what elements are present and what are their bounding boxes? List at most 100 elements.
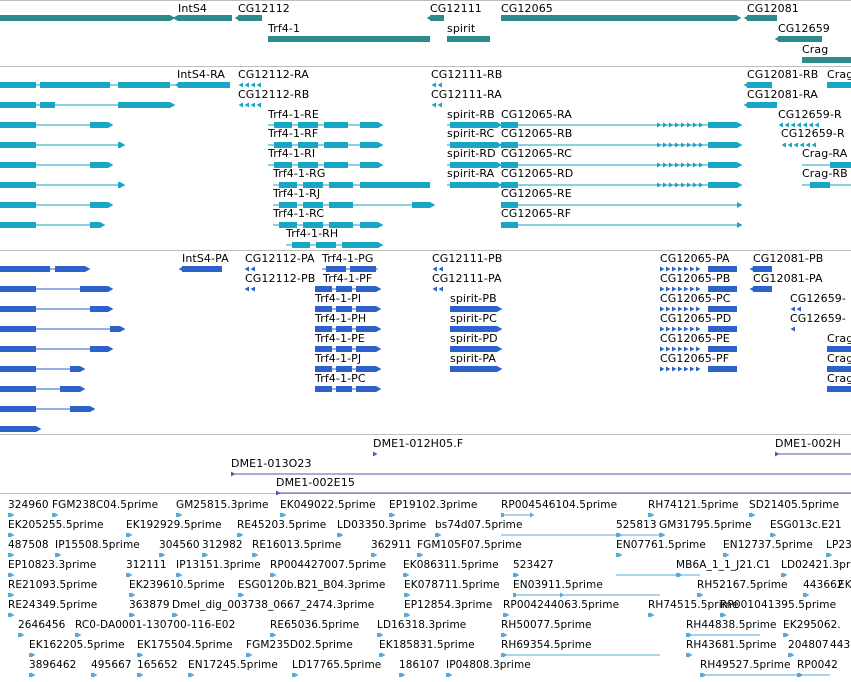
exon-block[interactable]: [40, 82, 110, 88]
est-mark[interactable]: [513, 573, 516, 577]
gene-block[interactable]: [178, 15, 232, 21]
est-mark[interactable]: [55, 553, 58, 557]
est-label[interactable]: EN17245.5prime: [188, 659, 278, 671]
est-mark[interactable]: [246, 653, 249, 657]
est-label[interactable]: EN12737.5prime: [723, 539, 813, 551]
exon-block[interactable]: [356, 326, 376, 332]
est-label[interactable]: 204807: [788, 639, 829, 651]
est-label[interactable]: 525813: [616, 519, 657, 531]
est-label[interactable]: EK239610.5prime: [129, 579, 225, 591]
protein-label[interactable]: CG12065-PA: [660, 252, 730, 265]
transcript-label[interactable]: CG12112-RA: [238, 68, 309, 81]
est-label[interactable]: RP001041395.5prime: [720, 599, 837, 611]
est-label[interactable]: RE45203.5prime: [237, 519, 327, 531]
est-label[interactable]: EP12854.3prime: [404, 599, 493, 611]
protein-label[interactable]: Crag: [827, 352, 851, 365]
est-label[interactable]: RH52167.5prime: [697, 579, 788, 591]
est-label[interactable]: RP004244063.5prime: [503, 599, 620, 611]
transcript-label[interactable]: Trf4-1-RC: [273, 207, 325, 220]
transcript-label[interactable]: CG12659-R: [781, 127, 845, 140]
exon-block[interactable]: [55, 266, 85, 272]
gene-label[interactable]: CG12081: [747, 2, 799, 15]
exon-block[interactable]: [329, 202, 353, 208]
exon-block[interactable]: [356, 366, 376, 372]
est-label[interactable]: EK162205.5prime: [29, 639, 125, 651]
protein-label[interactable]: Trf4-1-PJ: [315, 352, 362, 365]
exon-block[interactable]: [356, 386, 376, 392]
exon-block[interactable]: [360, 242, 378, 248]
exon-block[interactable]: [356, 346, 376, 352]
exon-block[interactable]: [708, 306, 737, 312]
est-mark[interactable]: [52, 513, 55, 517]
exon-block[interactable]: [0, 386, 36, 392]
exon-block[interactable]: [450, 142, 497, 148]
gene-block[interactable]: [501, 15, 737, 21]
exon-block[interactable]: [501, 222, 518, 228]
est-label[interactable]: IP13151.3prime: [176, 559, 261, 571]
transcript-label[interactable]: CG12065-RF: [501, 207, 572, 220]
exon-block[interactable]: [80, 286, 108, 292]
exon-block[interactable]: [708, 122, 737, 128]
est-mark[interactable]: [126, 533, 129, 537]
exon-block[interactable]: [356, 286, 376, 292]
est-mark[interactable]: [252, 553, 255, 557]
exon-block[interactable]: [329, 182, 353, 188]
exon-block[interactable]: [336, 346, 352, 352]
exon-block[interactable]: [336, 306, 352, 312]
exon-block[interactable]: [450, 162, 497, 168]
transcript-label[interactable]: spirit-RD: [447, 147, 496, 160]
exon-block[interactable]: [501, 142, 518, 148]
exon-block[interactable]: [303, 202, 323, 208]
est-mark[interactable]: [337, 533, 340, 537]
exon-block[interactable]: [303, 222, 323, 228]
est-label[interactable]: bs74d07.5prime: [435, 519, 523, 531]
est-label[interactable]: 523427: [513, 559, 554, 571]
gene-block[interactable]: [747, 15, 777, 21]
est-mark[interactable]: [788, 653, 791, 657]
exon-block[interactable]: [412, 202, 430, 208]
est-label[interactable]: 312982: [202, 539, 243, 551]
est-mark[interactable]: [137, 653, 140, 657]
exon-block[interactable]: [827, 366, 851, 372]
protein-label[interactable]: CG12065-PC: [660, 292, 731, 305]
gene-block[interactable]: [447, 36, 490, 42]
exon-block[interactable]: [0, 222, 36, 228]
est-label[interactable]: 3896462: [29, 659, 77, 671]
est-mark[interactable]: [720, 613, 723, 617]
est-mark[interactable]: [91, 673, 94, 677]
est-label[interactable]: EP10823.3prime: [8, 559, 97, 571]
est-label[interactable]: LD16318.3prime: [377, 619, 467, 631]
est-label[interactable]: GM25815.3prime: [176, 499, 269, 511]
exon-block[interactable]: [0, 326, 36, 332]
exon-block[interactable]: [298, 122, 318, 128]
est-label[interactable]: EK175504.5prime: [137, 639, 233, 651]
exon-block[interactable]: [315, 386, 332, 392]
transcript-label[interactable]: Trf4-1-RE: [268, 108, 319, 121]
est-mark[interactable]: [202, 553, 205, 557]
est-mark[interactable]: [781, 573, 784, 577]
est-mark[interactable]: [8, 533, 11, 537]
est-label[interactable]: RP004546104.5prime: [501, 499, 618, 511]
est-label[interactable]: EK205255.5prime: [8, 519, 104, 531]
est-mark[interactable]: [126, 573, 129, 577]
est-label[interactable]: 443: [830, 639, 851, 651]
est-label[interactable]: 487508: [8, 539, 49, 551]
est-mark[interactable]: [29, 673, 32, 677]
est-mark[interactable]: [137, 673, 140, 677]
transcript-label[interactable]: CG12112-RB: [238, 88, 310, 101]
exon-block[interactable]: [274, 122, 292, 128]
est-mark[interactable]: [697, 593, 700, 597]
est-label[interactable]: LD03350.3prime: [337, 519, 427, 531]
exon-block[interactable]: [303, 182, 323, 188]
exon-block[interactable]: [90, 306, 108, 312]
gene-label[interactable]: CG12111: [430, 2, 482, 15]
gene-block[interactable]: [0, 15, 170, 21]
exon-block[interactable]: [0, 346, 36, 352]
transcript-label[interactable]: CG12111-RB: [431, 68, 503, 81]
exon-block[interactable]: [90, 122, 108, 128]
est-label[interactable]: IP04808.3prime: [446, 659, 531, 671]
gene-block[interactable]: [802, 57, 851, 63]
est-mark[interactable]: [75, 633, 78, 637]
transcript-label[interactable]: CG12081-RB: [747, 68, 819, 81]
exon-block[interactable]: [753, 286, 772, 292]
